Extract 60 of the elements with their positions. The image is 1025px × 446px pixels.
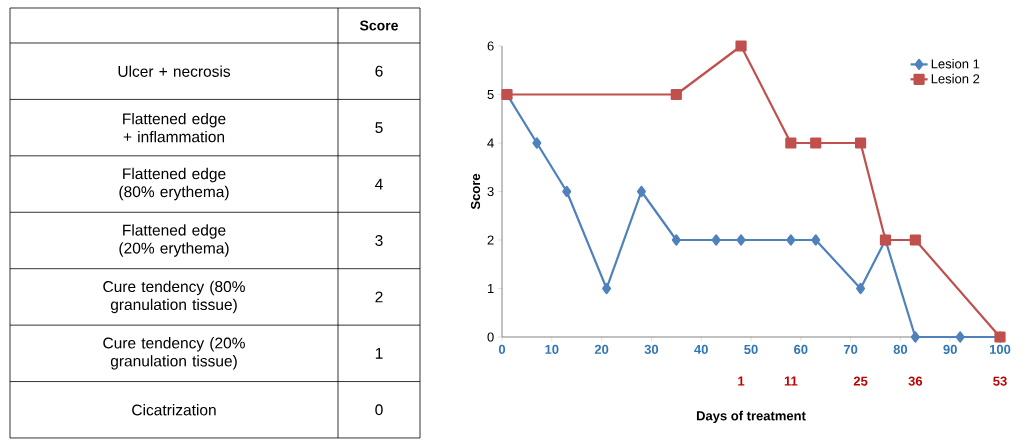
point (736, 234, 746, 246)
y-tick-label: 4 (487, 138, 494, 148)
y-tick-label: 6 (487, 41, 494, 51)
legend-label: Lesion 1 (931, 58, 980, 69)
point (854, 137, 867, 149)
x-tick-label: 0 (498, 344, 506, 354)
x-tick-label: 30 (644, 344, 659, 355)
y-tick-label: 5 (487, 89, 494, 100)
y-axis-title: Score (470, 173, 481, 210)
point (810, 137, 822, 149)
x2-tick-label: 36 (908, 376, 923, 386)
y-tick-label: 1 (487, 284, 494, 293)
point (811, 234, 821, 246)
x-tick-label: 80 (893, 344, 908, 354)
point (562, 185, 572, 198)
x-axis-title: Days of treatment (696, 410, 806, 423)
point (910, 331, 920, 343)
x2-tick-label: 1 (738, 376, 745, 386)
point (671, 234, 681, 246)
point (909, 234, 921, 246)
x-tick-label: 90 (943, 344, 957, 354)
x-tick-label: 60 (794, 344, 808, 354)
x2-tick-label: 25 (853, 376, 868, 386)
x-tick-label: 40 (694, 344, 708, 354)
category-label: Flattened edge (80% erythema) (119, 167, 229, 201)
point (532, 137, 542, 149)
point (711, 234, 721, 246)
y-tick-label: 0 (487, 332, 494, 342)
data-label: 6 (375, 65, 383, 77)
text: Score (359, 20, 398, 31)
category-label: Flattened edge (20% erythema) (119, 224, 229, 257)
category-label: Cure tendency (80% granulation tissue) (103, 280, 245, 314)
x-tick-label: 70 (843, 344, 858, 354)
data-label: 0 (375, 404, 383, 416)
category-label: Ulcer + necrosis (118, 65, 231, 77)
data-label: 4 (375, 178, 383, 190)
x-tick-label: 100 (989, 344, 1011, 354)
y-tick-label: 2 (487, 235, 494, 245)
point (735, 40, 747, 52)
y-tick-label: 3 (487, 186, 494, 197)
point (955, 331, 965, 343)
category-label: Cicatrization (132, 404, 216, 416)
data-label: 5 (375, 122, 383, 134)
point (856, 282, 866, 295)
point (785, 137, 797, 149)
data-label: 2 (375, 291, 383, 303)
category-label: Flattened edge + inflammation (123, 112, 226, 143)
x-tick-label: 20 (594, 344, 609, 354)
data-label: 1 (375, 348, 383, 359)
point (786, 234, 796, 246)
point (636, 185, 646, 198)
x2-tick-label: 11 (784, 376, 798, 386)
point (602, 282, 612, 295)
category-label: Cure tendency (20% granulation tissue) (103, 337, 245, 370)
point (670, 88, 682, 101)
x-tick-label: 50 (744, 344, 758, 354)
data-label: 3 (375, 235, 383, 246)
x-tick-label: 10 (545, 344, 559, 354)
x2-tick-label: 53 (993, 376, 1007, 386)
legend-label: Lesion 2 (931, 73, 980, 84)
